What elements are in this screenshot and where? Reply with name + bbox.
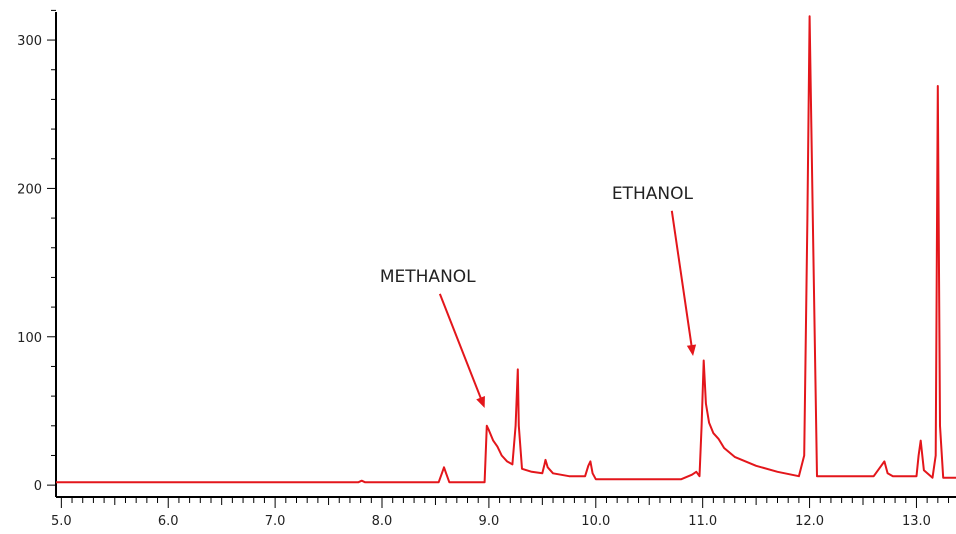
y-tick-label: 300 (17, 34, 42, 49)
x-tick-label: 8.0 (372, 514, 393, 529)
chromatogram-trace (56, 15, 956, 484)
annotation-label: ETHANOL (612, 184, 694, 204)
annotation-arrowhead (476, 395, 485, 408)
y-tick-label: 100 (17, 331, 42, 346)
y-axis: 0 100 200 300 (17, 9, 57, 497)
x-tick-label: 9.0 (479, 514, 500, 529)
annotation-label: METHANOL (380, 267, 476, 287)
annotation-arrowhead (686, 344, 697, 357)
x-tick-label: 10.0 (581, 514, 610, 529)
y-tick-label: 0 (34, 479, 42, 494)
annotation-arrow (670, 210, 693, 347)
trace-group (56, 15, 956, 484)
x-tick-label: 13.0 (902, 514, 931, 529)
x-tick-label: 7.0 (265, 514, 286, 529)
x-tick-label: 6.0 (158, 514, 179, 529)
x-tick-label: 12.0 (795, 514, 824, 529)
x-axis: 5.0 6.0 7.0 8.0 9.0 10.0 11.0 12.0 13.0 (51, 496, 956, 529)
y-tick-label: 200 (17, 182, 42, 197)
x-tick-label: 5.0 (51, 514, 72, 529)
annotations: METHANOL ETHANOL (380, 184, 697, 408)
x-tick-label: 11.0 (688, 514, 717, 529)
annotation-arrow (438, 293, 483, 400)
